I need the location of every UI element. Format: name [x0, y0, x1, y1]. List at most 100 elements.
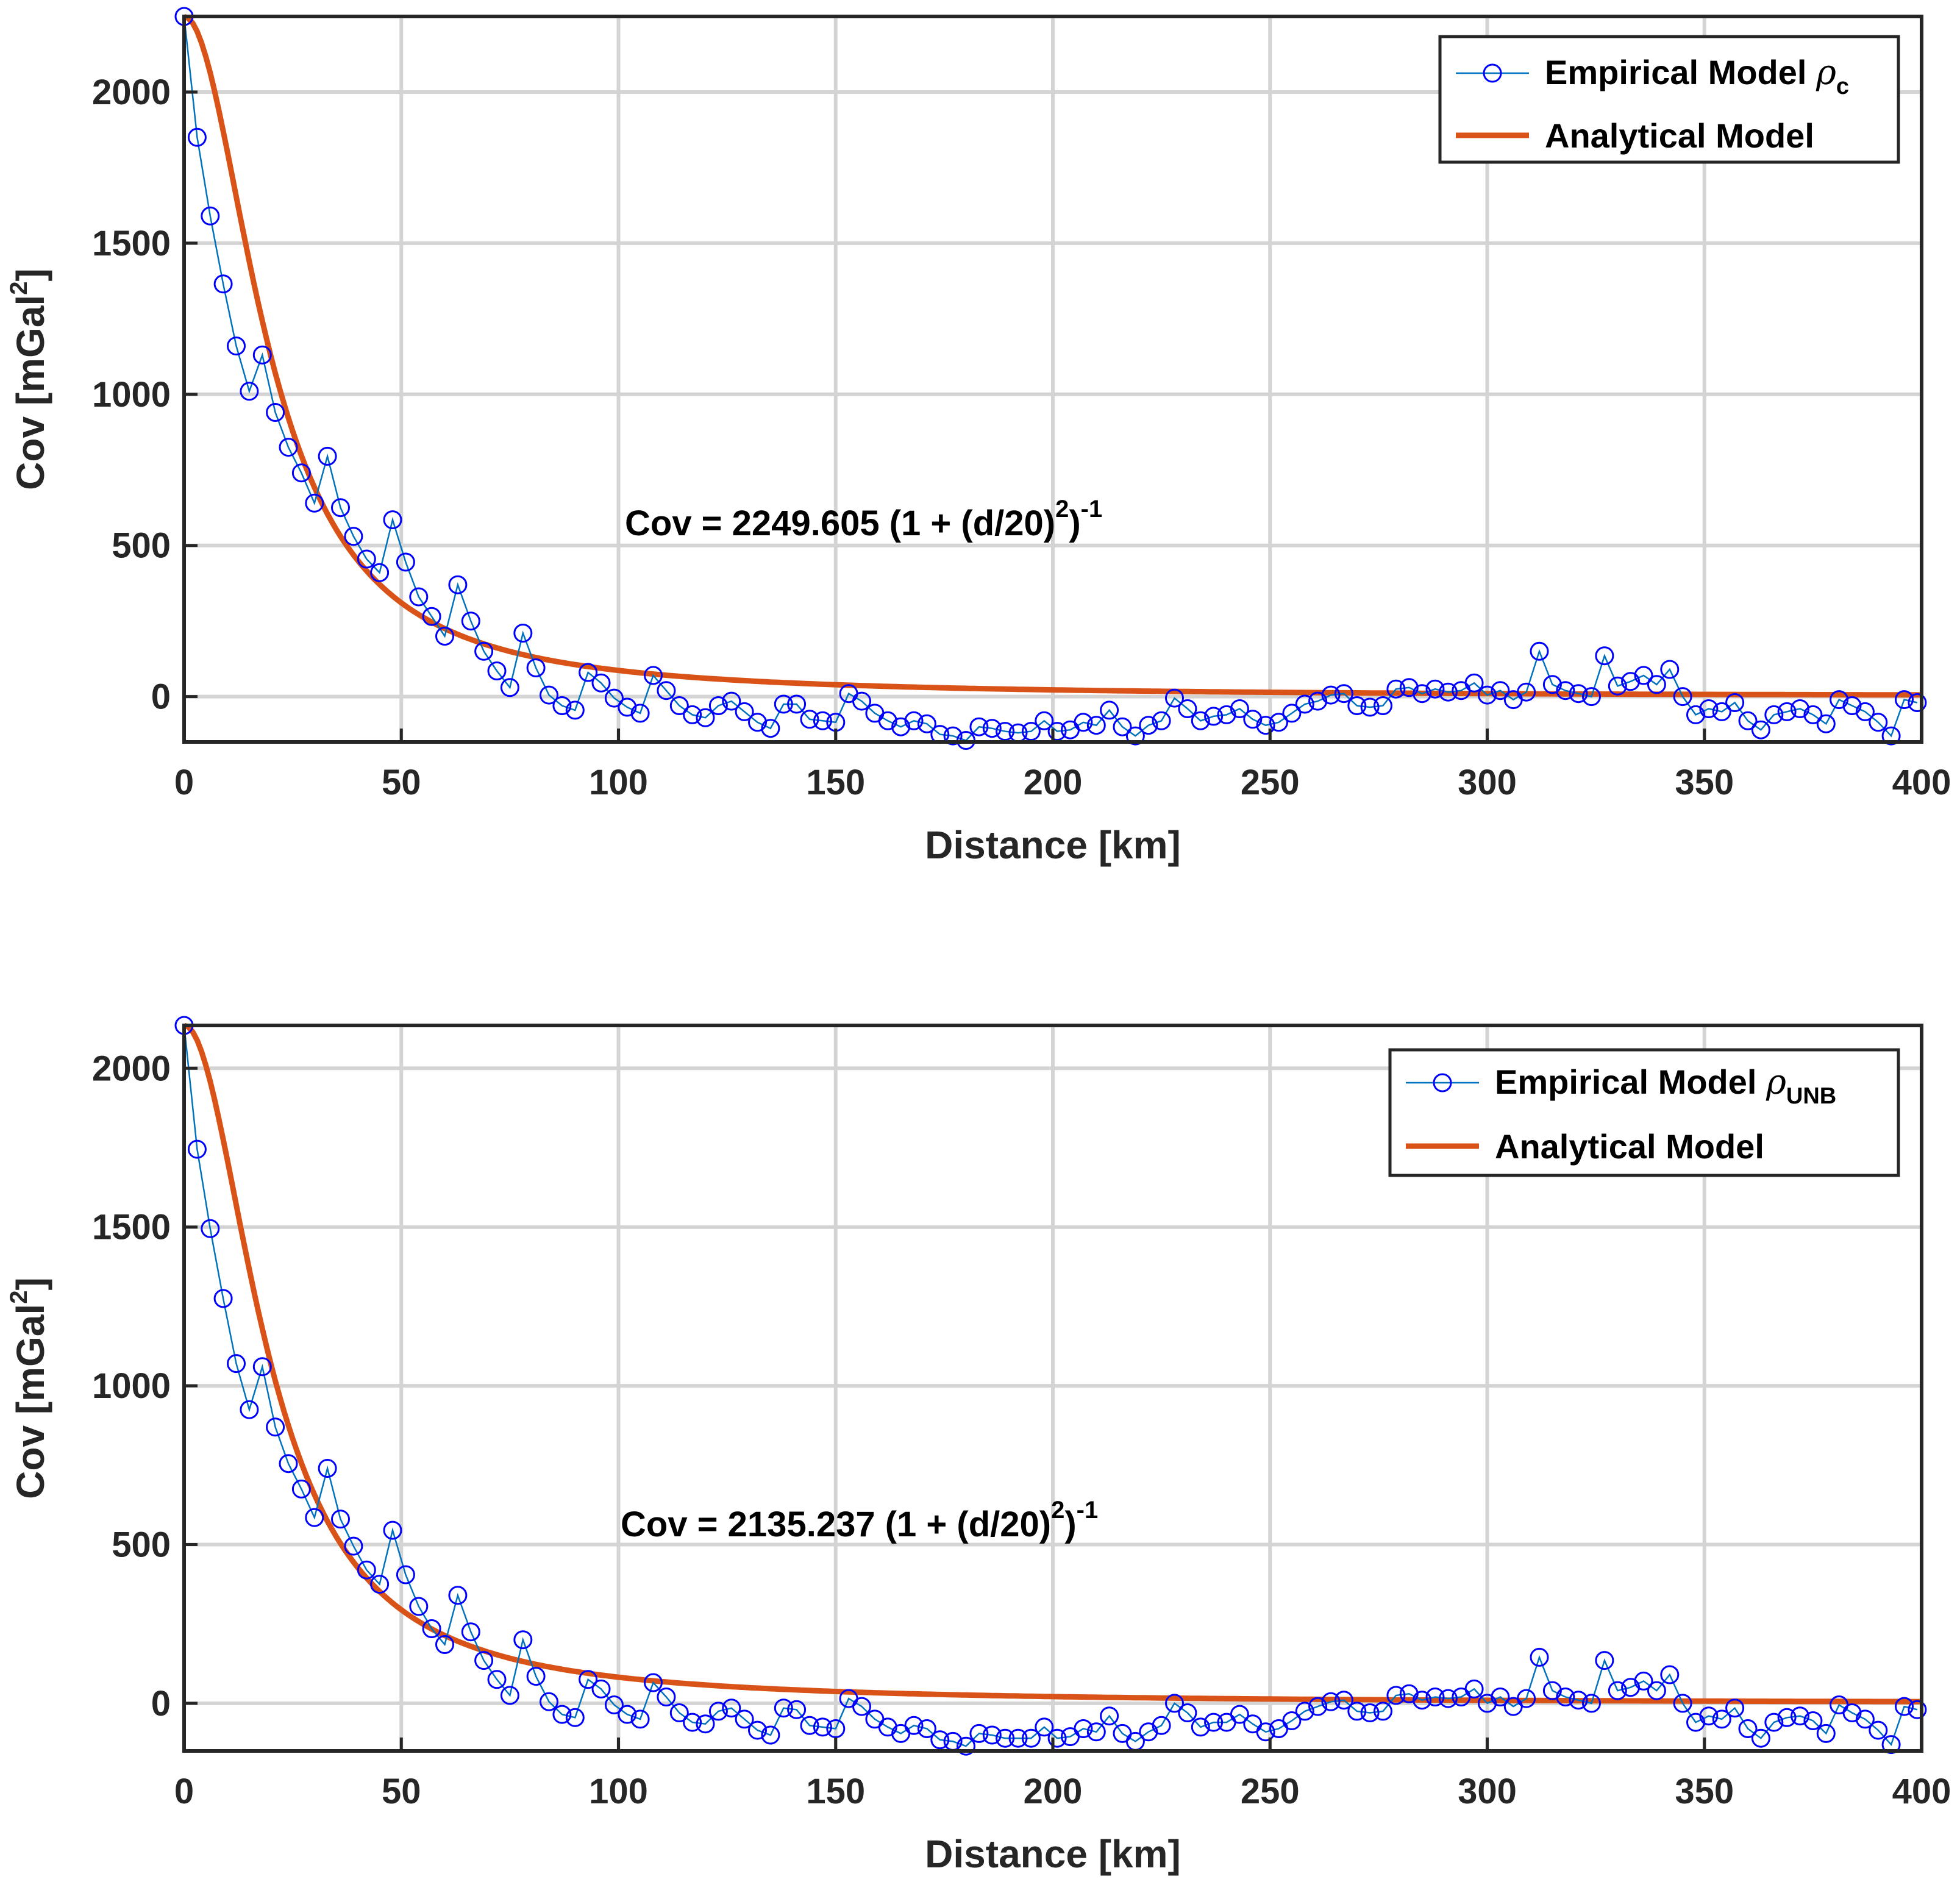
empirical-point: [1035, 711, 1054, 730]
empirical-point: [630, 704, 650, 723]
empirical-point: [1100, 700, 1119, 720]
bottom-chart-panel: 0 50 100 150 200 250 300 350 400 0 500 1000 1500 200…: [5, 1016, 1951, 1876]
empirical-point: [1425, 679, 1445, 699]
empirical-point: [344, 527, 363, 546]
empirical-point: [1230, 1705, 1249, 1724]
empirical-point: [1295, 694, 1314, 714]
empirical-point: [513, 1630, 533, 1650]
x-tick-label: 50: [382, 1772, 421, 1811]
empirical-point: [383, 1520, 402, 1540]
empirical-point: [1517, 1689, 1536, 1708]
empirical-point: [1556, 681, 1575, 700]
empirical-point: [1699, 699, 1719, 718]
y-tick-label: 1500: [92, 1208, 171, 1247]
empirical-point: [1816, 1723, 1836, 1743]
y-tick-label: 0: [151, 1684, 171, 1723]
empirical-point: [1869, 1720, 1888, 1740]
empirical-point: [422, 607, 441, 626]
empirical-point: [1334, 684, 1353, 704]
empirical-point: [1074, 1719, 1093, 1738]
empirical-point: [213, 274, 233, 294]
empirical-point: [591, 673, 611, 693]
empirical-point: [708, 1702, 728, 1721]
empirical-point: [1113, 717, 1132, 736]
empirical-point: [1074, 713, 1093, 732]
empirical-point: [552, 1705, 572, 1724]
legend-empirical-marker: [1433, 1073, 1452, 1092]
empirical-point: [1855, 1709, 1875, 1729]
empirical-point: [787, 694, 807, 714]
x-tick-label: 300: [1458, 763, 1517, 802]
legend: Empirical Model ρc Analytical Model: [1438, 35, 1900, 164]
empirical-point: [1321, 685, 1341, 705]
analytical-model-series: [183, 14, 1922, 698]
empirical-point: [435, 627, 454, 646]
empirical-point: [1334, 1691, 1353, 1710]
empirical-point: [722, 1698, 741, 1718]
empirical-point: [1569, 684, 1588, 704]
empirical-point: [396, 1565, 415, 1584]
empirical-point: [1830, 690, 1849, 710]
empirical-point: [500, 1686, 519, 1705]
empirical-point: [1777, 702, 1797, 721]
empirical-point: [1660, 660, 1680, 679]
empirical-point: [487, 661, 507, 680]
legend-analytical-label: Analytical Model: [1545, 116, 1814, 155]
empirical-point: [1464, 673, 1484, 693]
empirical-point: [565, 1708, 585, 1727]
legend-box: [1438, 35, 1900, 164]
empirical-point: [735, 1709, 754, 1729]
x-tick-label: 350: [1675, 763, 1734, 802]
x-tick-label: 0: [174, 763, 194, 802]
x-tick-label: 200: [1024, 763, 1083, 802]
empirical-point: [1777, 1708, 1797, 1727]
empirical-point: [227, 1354, 246, 1374]
empirical-point: [565, 700, 585, 720]
empirical-point: [1165, 1694, 1184, 1713]
empirical-point: [1582, 687, 1601, 707]
empirical-point: [1673, 687, 1692, 707]
empirical-point: [1191, 711, 1210, 730]
empirical-point: [201, 206, 220, 226]
x-tick-label: 0: [174, 1772, 194, 1811]
empirical-point: [500, 678, 519, 697]
empirical-point: [891, 717, 911, 736]
empirical-point: [657, 1688, 676, 1706]
empirical-point: [1217, 705, 1236, 724]
empirical-point: [1386, 1686, 1406, 1705]
legend-empirical-marker: [1483, 63, 1502, 83]
empirical-point: [1712, 1709, 1731, 1729]
empirical-point: [943, 726, 963, 746]
empirical-point: [800, 710, 819, 729]
empirical-point: [644, 1673, 663, 1692]
empirical-point: [487, 1670, 507, 1689]
horizontal-gridlines: [184, 1066, 1922, 1705]
empirical-point: [1803, 705, 1823, 724]
empirical-point: [722, 691, 741, 711]
empirical-point: [279, 438, 298, 457]
empirical-point: [579, 663, 598, 682]
empirical-point: [1282, 704, 1302, 723]
empirical-point: [357, 549, 376, 569]
empirical-point: [982, 1725, 1002, 1745]
x-tick-label: 100: [589, 763, 648, 802]
empirical-point: [1673, 1694, 1692, 1713]
x-tick-label: 150: [806, 763, 865, 802]
empirical-point: [370, 1575, 390, 1594]
empirical-point: [1751, 720, 1770, 740]
empirical-point: [318, 1459, 337, 1478]
empirical-point: [930, 1730, 950, 1750]
empirical-point: [669, 696, 689, 715]
empirical-point: [1399, 678, 1419, 697]
y-tick-label: 0: [151, 677, 171, 717]
y-tick-label: 1000: [92, 1366, 171, 1406]
x-axis-label: Distance [km]: [925, 1832, 1181, 1876]
x-tick-label: 350: [1675, 1772, 1734, 1811]
empirical-point: [1047, 1728, 1067, 1748]
empirical-point: [1438, 1689, 1458, 1708]
empirical-point: [618, 697, 637, 717]
empirical-point: [1464, 1679, 1484, 1698]
empirical-point: [618, 1705, 637, 1724]
empirical-point: [1660, 1665, 1680, 1684]
empirical-point: [1360, 1703, 1380, 1722]
